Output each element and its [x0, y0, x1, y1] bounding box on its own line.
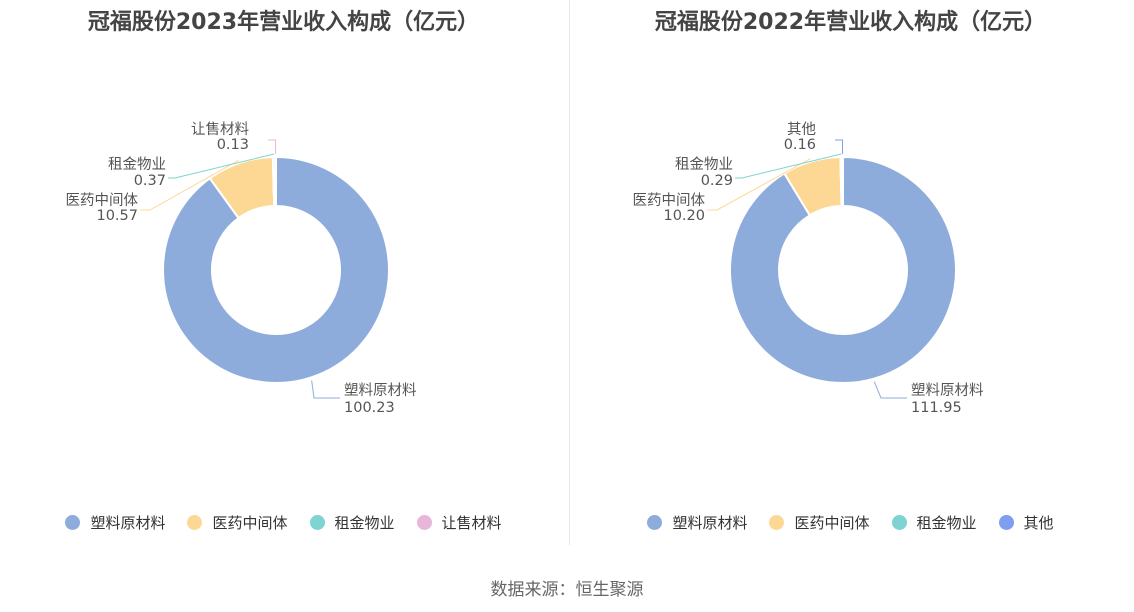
legend-item[interactable]: 租金物业	[309, 512, 395, 533]
label-leader-line	[873, 381, 907, 399]
legend-color-swatch	[309, 515, 325, 530]
slice-value-label: 111.95	[911, 400, 962, 416]
legend-item[interactable]: 租金物业	[891, 512, 977, 533]
legend-label: 租金物业	[334, 514, 395, 532]
slice-name-label: 医药中间体	[66, 192, 139, 209]
legend-color-swatch	[187, 515, 203, 530]
legend-label: 租金物业	[916, 514, 977, 532]
slice-name-label: 塑料原材料	[344, 382, 417, 399]
legend-item[interactable]: 塑料原材料	[65, 512, 165, 533]
legend-label: 其他	[1023, 514, 1054, 532]
legend-color-swatch	[65, 515, 81, 530]
label-leader-line	[835, 139, 844, 155]
chart-title: 冠福股份2023年营业收入构成（亿元）	[87, 10, 480, 35]
legend-item[interactable]: 医药中间体	[187, 512, 288, 533]
legend-color-swatch	[998, 515, 1014, 530]
legend-color-swatch	[891, 515, 907, 530]
chart-title: 冠福股份2022年营业收入构成（亿元）	[654, 10, 1047, 35]
legend-label: 医药中间体	[212, 514, 288, 532]
label-leader-line	[707, 158, 811, 211]
chart-panel-2023: 冠福股份2023年营业收入构成（亿元） 塑料原材料 100.23 医药中间体 10.5…	[0, 0, 567, 560]
panel-divider	[569, 0, 570, 545]
donut-slice	[274, 155, 277, 208]
slice-value-label: 0.37	[134, 173, 166, 189]
slice-value-label: 100.23	[344, 400, 395, 416]
slice-name-label: 医药中间体	[633, 192, 706, 209]
legend-color-swatch	[647, 515, 663, 530]
legend-item[interactable]: 其他	[998, 512, 1054, 533]
legend-item[interactable]: 塑料原材料	[647, 512, 747, 533]
legend-color-swatch	[416, 515, 432, 530]
legend-2023: 塑料原材料 医药中间体 租金物业 让售材料	[0, 512, 567, 533]
legend-item[interactable]: 医药中间体	[769, 512, 870, 533]
legend-label: 让售材料	[441, 514, 502, 532]
slice-value-label: 0.16	[784, 137, 816, 153]
legend-label: 塑料原材料	[672, 514, 748, 532]
slice-value-label: 0.13	[217, 137, 249, 153]
label-leader-line	[311, 380, 340, 399]
legend-color-swatch	[769, 515, 785, 530]
legend-label: 医药中间体	[794, 514, 870, 532]
slice-name-label: 租金物业	[675, 156, 733, 173]
chart-panel-2022: 冠福股份2022年营业收入构成（亿元） 塑料原材料 111.95 医药中间体 10.2…	[567, 0, 1134, 560]
donut-slice	[841, 155, 844, 208]
source-note: 数据来源：恒生聚源	[490, 580, 644, 600]
legend-label: 塑料原材料	[90, 514, 166, 532]
legend-2022: 塑料原材料 医药中间体 租金物业 其他	[567, 512, 1134, 533]
label-leader-line	[168, 153, 275, 179]
slice-value-label: 0.29	[701, 173, 733, 189]
slice-value-label: 10.20	[663, 208, 705, 224]
legend-item[interactable]: 让售材料	[416, 512, 502, 533]
label-leader-line	[268, 139, 277, 155]
donut-slice	[162, 155, 390, 384]
slice-name-label: 让售材料	[191, 121, 249, 138]
label-leader-line	[140, 159, 240, 211]
slice-name-label: 其他	[787, 121, 816, 138]
donut-slice	[729, 155, 957, 384]
slice-value-label: 10.57	[96, 208, 138, 224]
label-leader-line	[735, 153, 842, 179]
slice-name-label: 租金物业	[108, 156, 166, 173]
slice-name-label: 塑料原材料	[911, 382, 984, 399]
